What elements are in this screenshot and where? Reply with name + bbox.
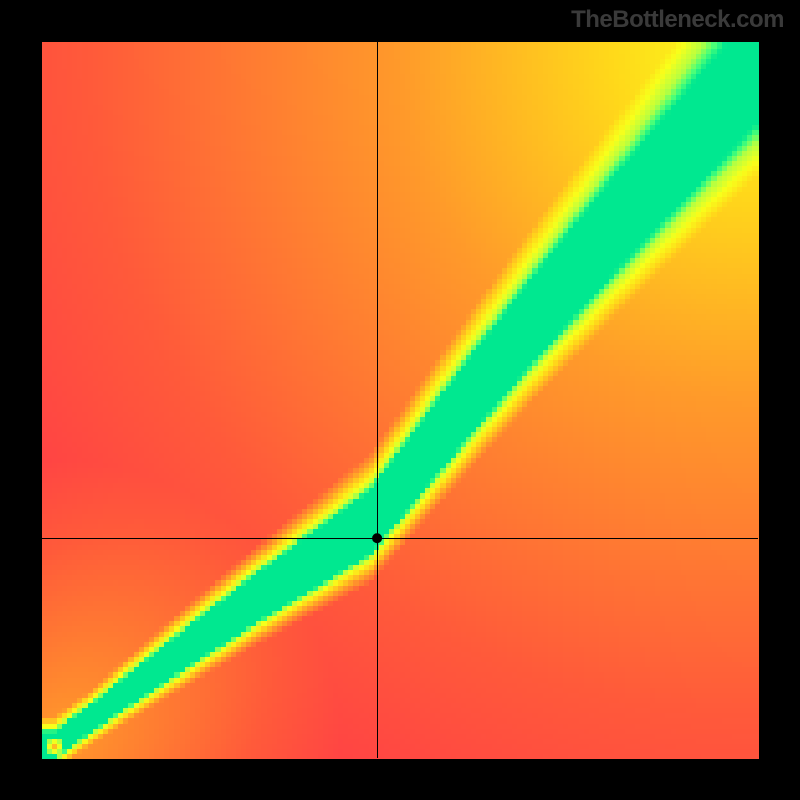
watermark-text: TheBottleneck.com [571, 6, 784, 34]
bottleneck-heatmap [0, 0, 800, 800]
